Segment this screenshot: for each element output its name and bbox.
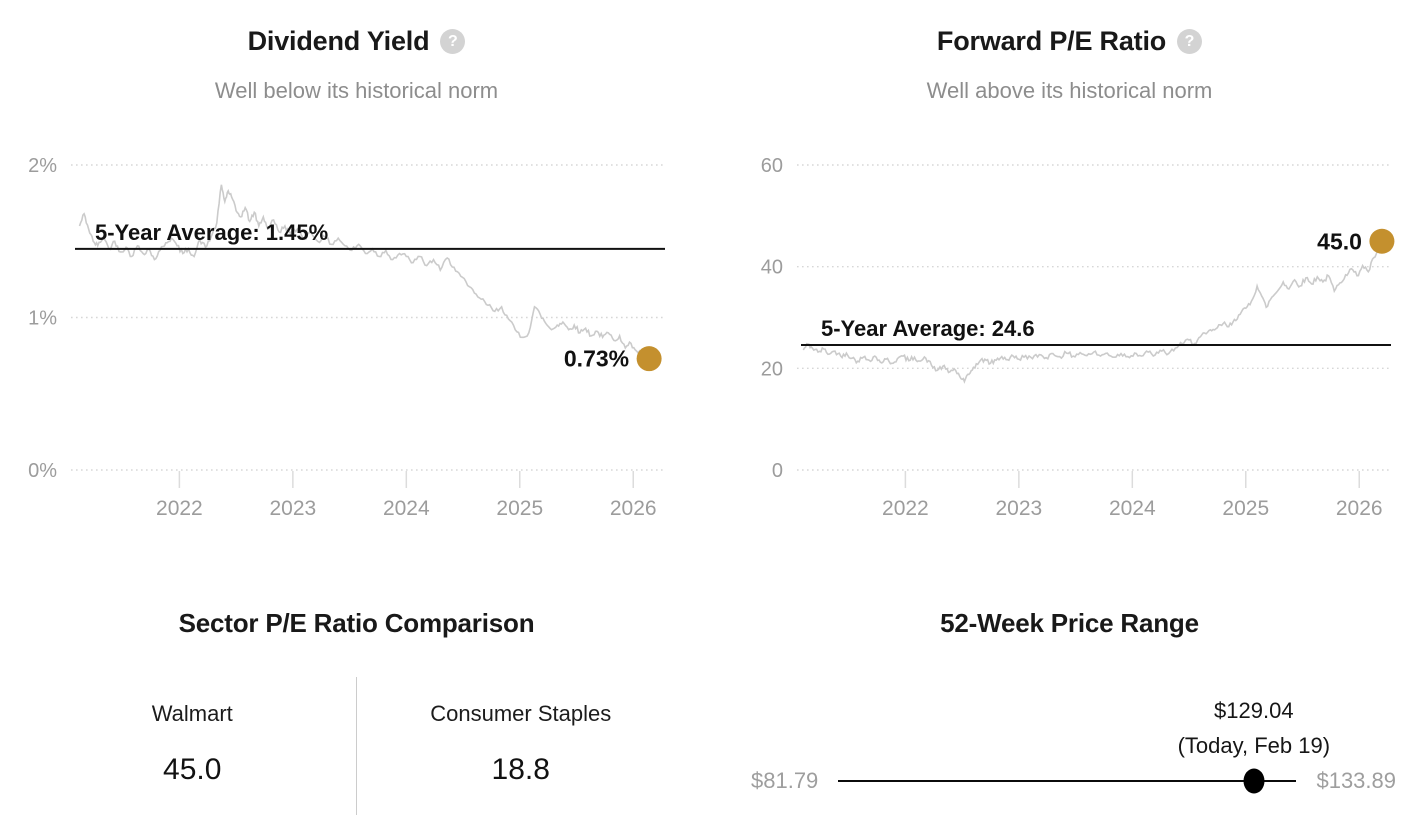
y-axis-label: 60 bbox=[761, 155, 783, 177]
chart-subtitle-forward-pe: Well above its historical norm bbox=[926, 78, 1213, 103]
sector-pe-comparison-panel: Sector P/E Ratio Comparison Walmart 45.0… bbox=[0, 580, 713, 840]
x-axis-label: 2022 bbox=[156, 497, 203, 520]
comparison-column-walmart: Walmart 45.0 bbox=[29, 677, 357, 815]
y-axis-label: 0 bbox=[772, 460, 783, 482]
comparison-value: 18.8 bbox=[491, 753, 550, 786]
current-value-dot bbox=[636, 346, 662, 372]
dividend-yield-panel: Dividend Yield ? Well below its historic… bbox=[0, 0, 713, 580]
forward-pe-header: Forward P/E Ratio ? bbox=[713, 26, 1426, 57]
x-axis-label: 2024 bbox=[383, 497, 430, 520]
question-icon[interactable]: ? bbox=[440, 29, 466, 54]
x-axis-label: 2025 bbox=[496, 497, 543, 520]
x-axis-label: 2026 bbox=[1336, 497, 1383, 520]
current-value-label: 0.73% bbox=[564, 346, 629, 372]
range-max-label: $133.89 bbox=[1316, 768, 1396, 793]
current-price-value: $129.04 bbox=[1214, 698, 1294, 723]
comparison-label: Consumer Staples bbox=[430, 701, 612, 726]
sector-pe-comparison-title: Sector P/E Ratio Comparison bbox=[178, 608, 535, 638]
current-value-dot bbox=[1369, 228, 1395, 254]
comparison-value: 45.0 bbox=[163, 753, 222, 786]
series-line bbox=[78, 184, 650, 360]
x-axis-label: 2025 bbox=[1222, 497, 1269, 520]
y-axis-label: 1% bbox=[28, 308, 57, 330]
range-track[interactable]: $129.04 (Today, Feb 19) bbox=[838, 698, 1330, 794]
x-axis-label: 2023 bbox=[269, 497, 316, 520]
current-price-dot[interactable] bbox=[1243, 768, 1265, 794]
y-axis-label: 20 bbox=[761, 358, 783, 380]
price-range-panel: 52-Week Price Range $81.79 $129.04 (Toda… bbox=[713, 580, 1426, 840]
chart-title-forward-pe: Forward P/E Ratio bbox=[936, 26, 1167, 56]
question-icon[interactable]: ? bbox=[1177, 29, 1203, 54]
comparison-column-consumer-staples: Consumer Staples 18.8 bbox=[356, 677, 685, 815]
y-axis-label: 2% bbox=[28, 155, 57, 177]
dividend-yield-chart[interactable]: 2% 1% 0% 2022 2023 2024 2025 2026 5-Year Average… bbox=[0, 140, 713, 540]
series-line bbox=[802, 240, 1383, 384]
current-value-label: 45.0 bbox=[1317, 228, 1362, 254]
y-axis-label: 40 bbox=[761, 257, 783, 279]
x-axis-label: 2022 bbox=[882, 497, 929, 520]
sector-pe-comparison-table: Walmart 45.0 Consumer Staples 18.8 bbox=[29, 677, 685, 815]
current-price-label: $129.04 (Today, Feb 19) bbox=[1178, 698, 1330, 759]
current-price-date: (Today, Feb 19) bbox=[1177, 733, 1331, 758]
average-line-label: 5-Year Average: 1.45% bbox=[95, 220, 328, 245]
average-line-label: 5-Year Average: 24.6 bbox=[821, 316, 1035, 341]
forward-pe-panel: Forward P/E Ratio ? Well above its histo… bbox=[713, 0, 1426, 580]
price-range-slider: $81.79 $129.04 (Today, Feb 19) $133.89 bbox=[751, 698, 1396, 794]
y-axis-label: 0% bbox=[28, 460, 57, 482]
x-axis-label: 2024 bbox=[1109, 497, 1156, 520]
range-min-label: $81.79 bbox=[751, 768, 819, 793]
x-axis-label: 2023 bbox=[995, 497, 1042, 520]
chart-subtitle-dividend-yield: Well below its historical norm bbox=[214, 78, 499, 103]
comparison-label: Walmart bbox=[151, 701, 233, 726]
dividend-yield-header: Dividend Yield ? bbox=[0, 26, 713, 57]
x-axis-label: 2026 bbox=[610, 497, 657, 520]
chart-title-dividend-yield: Dividend Yield bbox=[247, 26, 430, 56]
price-range-title: 52-Week Price Range bbox=[940, 608, 1199, 638]
forward-pe-chart[interactable]: 60 40 20 0 2022 2023 2024 2025 2026 5-Year Averag… bbox=[713, 140, 1426, 540]
